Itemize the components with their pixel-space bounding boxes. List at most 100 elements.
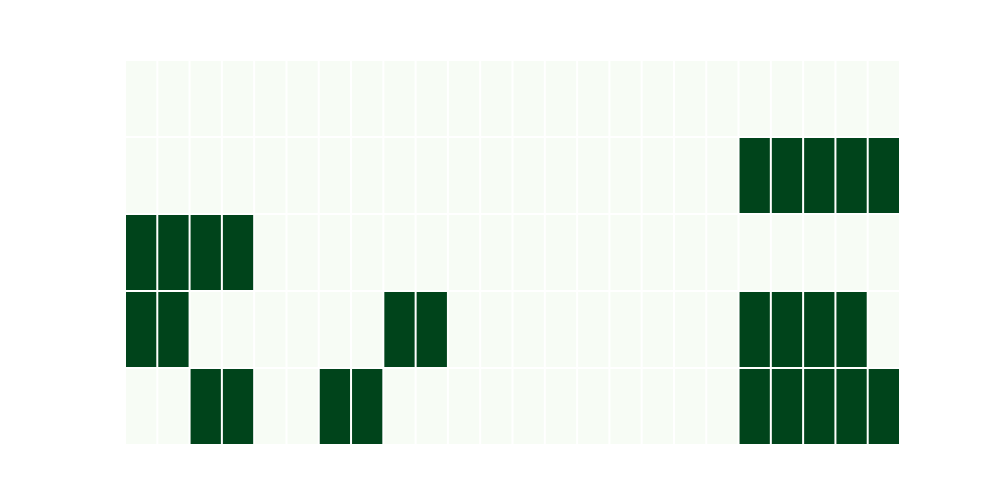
heatmap-cell-r2-c4 [255,215,286,290]
heatmap-cell-r1-c22 [836,138,867,213]
heatmap-cell-r2-c2 [190,215,221,290]
heatmap-cell-r3-c8 [384,292,415,367]
heatmap-cell-r0-c23 [868,61,899,136]
heatmap-cell-r3-c3 [222,292,254,367]
heatmap-cell-r0-c3 [222,61,254,136]
heatmap-cell-r1-c14 [578,138,609,213]
heatmap-cell-r0-c1 [158,61,189,136]
heatmap-cell-r4-c14 [578,369,609,444]
heatmap-cell-r2-c23 [868,215,899,290]
heatmap-cell-r2-c20 [771,215,803,290]
heatmap-cell-r1-c20 [771,138,803,213]
heatmap-cell-r1-c1 [158,138,189,213]
heatmap-cell-r3-c14 [578,292,609,367]
heatmap-cell-r0-c0 [126,61,157,136]
heatmap-cell-r0-c20 [771,61,803,136]
heatmap-cell-r1-c15 [610,138,641,213]
heatmap-cell-r3-c15 [610,292,641,367]
heatmap-cell-r4-c12 [513,369,544,444]
heatmap-cell-r3-c12 [513,292,544,367]
heatmap-cell-r1-c2 [190,138,221,213]
heatmap-cell-r0-c13 [545,61,577,136]
heatmap-cell-r1-c10 [448,138,480,213]
heatmap-cell-r4-c1 [158,369,189,444]
heatmap-cell-r2-c10 [448,215,480,290]
heatmap-cell-r0-c19 [739,61,770,136]
heatmap-cell-r0-c6 [319,61,351,136]
heatmap-cell-r3-c16 [642,292,673,367]
heatmap-cell-r1-c0 [126,138,157,213]
heatmap-cell-r2-c12 [513,215,544,290]
heatmap-cell-r3-c0 [126,292,157,367]
heatmap-cell-r4-c22 [836,369,867,444]
heatmap-cell-r0-c14 [578,61,609,136]
heatmap-cell-r0-c17 [674,61,706,136]
heatmap-cell-r0-c12 [513,61,544,136]
heatmap-cell-r1-c23 [868,138,899,213]
heatmap-cell-r3-c23 [868,292,899,367]
heatmap-cell-r4-c7 [352,369,383,444]
heatmap-cell-r0-c7 [352,61,383,136]
heatmap-cell-r3-c17 [674,292,706,367]
heatmap-cell-r3-c13 [545,292,577,367]
heatmap-cell-r4-c17 [674,369,706,444]
heatmap-cell-r1-c11 [481,138,512,213]
heatmap-cell-r2-c22 [836,215,867,290]
heatmap-cell-r2-c19 [739,215,770,290]
heatmap-cell-r4-c19 [739,369,770,444]
heatmap-cell-r4-c13 [545,369,577,444]
heatmap-cell-r1-c16 [642,138,673,213]
heatmap-cell-r0-c22 [836,61,867,136]
heatmap-cell-r2-c14 [578,215,609,290]
heatmap-cell-r2-c18 [707,215,738,290]
heatmap-cell-r4-c2 [190,369,221,444]
heatmap-cell-r0-c16 [642,61,673,136]
heatmap-cell-r2-c5 [287,215,318,290]
heatmap-cell-r4-c9 [416,369,447,444]
heatmap-cell-r0-c18 [707,61,738,136]
heatmap-cell-r4-c16 [642,369,673,444]
heatmap-cell-r3-c9 [416,292,447,367]
heatmap-cell-r0-c15 [610,61,641,136]
heatmap-cell-r1-c17 [674,138,706,213]
heatmap-cell-r4-c23 [868,369,899,444]
heatmap-cell-r2-c8 [384,215,415,290]
heatmap-cell-r2-c15 [610,215,641,290]
heatmap-cell-r3-c22 [836,292,867,367]
heatmap-cell-r3-c4 [255,292,286,367]
heatmap-cell-r2-c3 [222,215,254,290]
heatmap-cell-r1-c13 [545,138,577,213]
heatmap-cell-r3-c5 [287,292,318,367]
heatmap-cell-r4-c0 [126,369,157,444]
heatmap-cell-r1-c4 [255,138,286,213]
heatmap-cell-r4-c20 [771,369,803,444]
heatmap-cell-r3-c21 [804,292,835,367]
heatmap-cell-r4-c21 [804,369,835,444]
heatmap-cell-r3-c10 [448,292,480,367]
heatmap-cell-r4-c6 [319,369,351,444]
heatmap-cell-r0-c5 [287,61,318,136]
heatmap-cell-r4-c18 [707,369,738,444]
heatmap-cell-r1-c21 [804,138,835,213]
heatmap-cell-r2-c13 [545,215,577,290]
heatmap-cell-r4-c4 [255,369,286,444]
heatmap-cell-r0-c2 [190,61,221,136]
heatmap-cell-r0-c11 [481,61,512,136]
heatmap-cell-r1-c8 [384,138,415,213]
heatmap-cell-r1-c12 [513,138,544,213]
heatmap-cell-r2-c11 [481,215,512,290]
heatmap-cell-r1-c18 [707,138,738,213]
heatmap-cell-r4-c5 [287,369,318,444]
heatmap-cell-r3-c11 [481,292,512,367]
heatmap-cell-r3-c7 [352,292,383,367]
heatmap-cell-r0-c8 [384,61,415,136]
heatmap-cell-r2-c7 [352,215,383,290]
heatmap-cell-r3-c6 [319,292,351,367]
heatmap-cell-r2-c6 [319,215,351,290]
heatmap-cell-r2-c21 [804,215,835,290]
heatmap-cell-r1-c3 [222,138,254,213]
heatmap-cell-r4-c3 [222,369,254,444]
heatmap-cell-r2-c1 [158,215,189,290]
heatmap-cell-r1-c9 [416,138,447,213]
